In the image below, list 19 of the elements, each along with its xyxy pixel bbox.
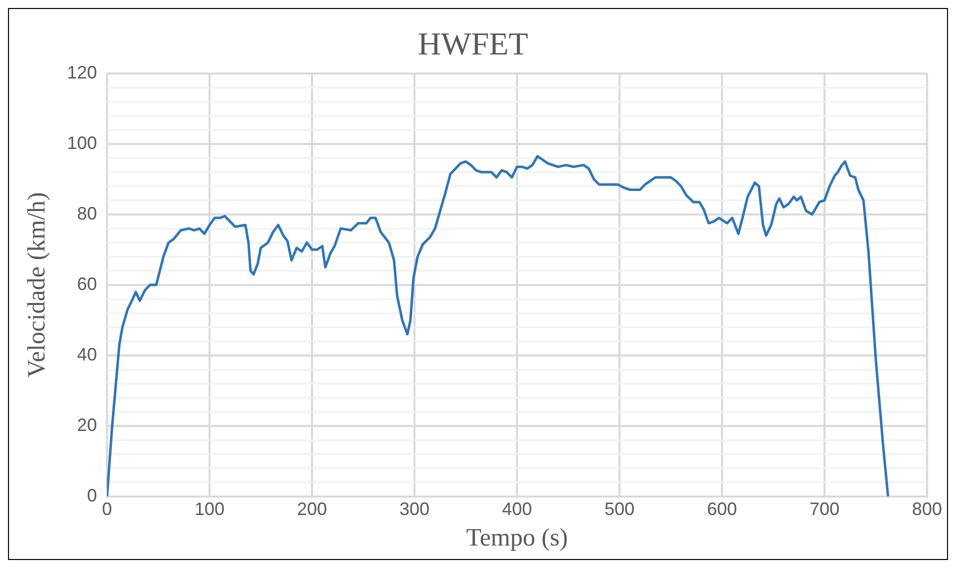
chart-title: HWFET xyxy=(418,26,529,62)
x-tick-label: 700 xyxy=(809,499,840,520)
x-tick-label: 100 xyxy=(194,499,225,520)
x-tick-label: 800 xyxy=(912,499,942,520)
y-tick-label: 40 xyxy=(77,344,98,364)
x-tick-label: 300 xyxy=(399,499,430,520)
y-tick-label: 80 xyxy=(77,203,98,224)
y-axis-title: Velocidade (km/h) xyxy=(24,192,51,378)
x-tick-label: 200 xyxy=(297,499,328,520)
x-tick-label: 0 xyxy=(102,499,112,520)
x-tick-label: 500 xyxy=(604,499,635,520)
x-tick-label: 600 xyxy=(706,499,738,520)
x-tick-label: 400 xyxy=(502,499,532,520)
y-tick-label: 120 xyxy=(66,62,98,82)
y-tick-label: 60 xyxy=(77,274,98,294)
y-tick-label: 0 xyxy=(87,485,98,506)
y-tick-label: 20 xyxy=(77,414,98,435)
x-axis-title: Tempo (s) xyxy=(466,524,568,552)
y-tick-label: 100 xyxy=(66,132,98,153)
